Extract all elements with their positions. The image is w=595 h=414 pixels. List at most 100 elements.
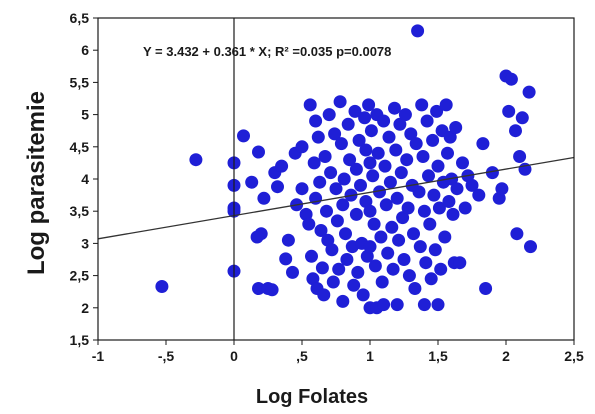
y-tick-label: 4 — [81, 171, 89, 187]
y-tick-label: 3 — [81, 235, 89, 251]
x-tick-label: -,5 — [158, 348, 175, 364]
data-point — [330, 214, 344, 228]
data-point — [397, 253, 411, 266]
data-point — [432, 201, 446, 215]
data-point — [371, 146, 385, 160]
x-axis-ticks: -1 -,5 0 ,5 1 1,5 2 2,5 — [92, 340, 584, 364]
data-point — [306, 272, 320, 286]
data-point — [320, 204, 333, 218]
data-point — [453, 256, 467, 270]
data-point — [364, 124, 378, 138]
data-point — [307, 156, 321, 170]
data-point — [317, 288, 331, 302]
data-point — [302, 217, 316, 231]
data-point — [411, 24, 425, 38]
data-point — [390, 191, 404, 205]
y-tick-label: 1,5 — [70, 332, 90, 348]
y-tick-label: 3,5 — [70, 203, 90, 219]
data-point — [349, 162, 363, 176]
y-tick-label: 6 — [81, 42, 89, 58]
data-point — [363, 240, 377, 254]
data-point — [408, 282, 422, 295]
data-point — [359, 143, 373, 157]
data-point — [356, 288, 370, 302]
data-point — [428, 243, 442, 257]
data-point — [349, 207, 363, 221]
data-point — [318, 150, 332, 163]
data-point — [374, 230, 388, 244]
y-tick-label: 5 — [81, 107, 89, 123]
data-point — [392, 233, 406, 247]
data-point — [402, 269, 416, 283]
data-point — [449, 121, 463, 134]
data-point — [396, 211, 410, 225]
data-point — [362, 98, 376, 112]
data-point — [378, 159, 392, 173]
data-point — [407, 227, 420, 241]
data-point — [424, 272, 438, 286]
x-tick-label: 2,5 — [564, 348, 584, 364]
data-point — [334, 137, 348, 151]
x-tick-label: 1 — [366, 348, 374, 364]
data-point — [313, 175, 327, 189]
data-point — [479, 282, 493, 295]
data-point — [340, 253, 354, 266]
data-point — [434, 262, 448, 276]
data-point — [404, 127, 418, 141]
data-point — [515, 111, 529, 125]
data-point — [339, 227, 352, 241]
data-point — [438, 230, 452, 244]
data-point — [237, 129, 250, 143]
data-point — [324, 166, 338, 180]
data-point — [439, 98, 453, 112]
data-point — [419, 256, 433, 270]
data-point — [446, 207, 460, 221]
regression-equation: Y = 3.432 + 0.361 * X; R² =0.035 p=0.007… — [143, 44, 391, 59]
data-point — [275, 159, 289, 173]
data-point — [409, 137, 423, 151]
data-point — [265, 283, 279, 297]
y-tick-label: 6,5 — [70, 10, 90, 26]
data-point — [383, 175, 397, 189]
data-point — [326, 275, 340, 289]
data-point — [427, 188, 441, 202]
plot-area — [97, 17, 575, 341]
data-point — [476, 137, 490, 151]
data-point — [333, 95, 347, 109]
data-point — [443, 130, 457, 144]
data-point — [341, 117, 355, 131]
data-point — [252, 282, 265, 295]
data-point — [303, 98, 317, 112]
data-point — [351, 265, 365, 279]
data-point — [328, 127, 342, 141]
data-point — [522, 85, 536, 99]
data-point — [279, 252, 293, 266]
data-point — [343, 153, 357, 167]
data-point — [502, 104, 516, 118]
data-point — [373, 185, 386, 199]
data-point — [394, 166, 408, 180]
data-point — [189, 153, 203, 167]
data-point — [329, 182, 343, 196]
data-point — [347, 278, 361, 292]
data-point — [381, 246, 395, 260]
data-point — [314, 224, 328, 237]
data-point — [416, 150, 430, 163]
data-point — [412, 185, 426, 199]
data-point — [337, 172, 351, 186]
data-point — [450, 182, 464, 196]
data-point — [363, 204, 377, 218]
data-point — [336, 198, 350, 212]
data-point — [413, 240, 427, 254]
data-point — [513, 150, 527, 163]
regression-line — [97, 156, 575, 240]
data-point — [423, 217, 437, 231]
data-point — [415, 98, 429, 112]
data-point — [377, 114, 391, 128]
data-point — [286, 265, 299, 279]
data-point — [417, 204, 431, 218]
data-point — [398, 108, 412, 122]
data-point — [509, 124, 522, 138]
y-axis-label: Log parasitemie — [23, 91, 50, 275]
